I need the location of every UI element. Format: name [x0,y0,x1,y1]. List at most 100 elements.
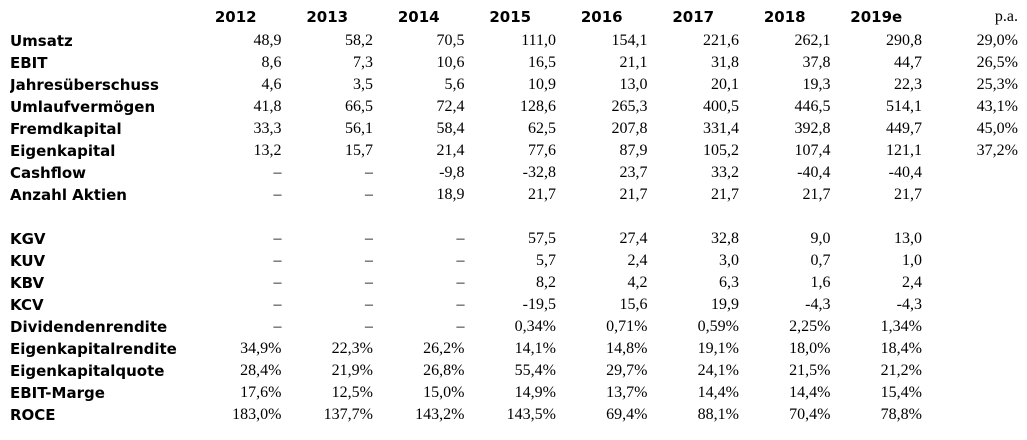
value-cell: 22,3 [894,76,922,93]
value-cell: 88,1% [697,406,739,423]
table-row: KGV – – – 57,5 27,4 32,8 9,0 13,0 [10,228,1018,250]
row-label: EBIT-Marge [10,384,105,402]
pa-value-cell [922,272,1018,294]
value-cell: – [456,318,465,335]
row-label: Dividendenrendite [10,318,168,336]
value-cell: 21,5% [789,362,831,379]
row-label: Fremdkapital [10,120,122,138]
value-cell: 107,4 [794,142,831,159]
pa-value-cell: 25,3% [976,76,1018,93]
value-cell: 137,7% [323,406,373,423]
table-row: Jahresüberschuss 4,6 3,5 5,6 10,9 13,0 20,1 19,… [10,74,1018,96]
pa-value-cell: 29,0% [976,32,1018,49]
pa-value-cell [922,316,1018,338]
value-cell: 70,4% [789,406,831,423]
value-cell: 13,7% [606,384,648,401]
value-cell: -32,8 [522,164,556,181]
year-column-header: 2016 [580,8,623,26]
value-cell: 2,25% [789,318,831,335]
spacer-row [10,206,1018,228]
table-row: KCV – – – -19,5 15,6 19,9 -4,3 -4,3 [10,294,1018,316]
value-cell: 31,8 [711,54,739,71]
pa-value-cell: 37,2% [976,142,1018,159]
table-row: Dividendenrendite – – – 0,34% 0,71% 0,59% 2,25%… [10,316,1018,338]
value-cell: – [273,274,282,291]
value-cell: 18,9 [436,186,465,203]
value-cell: 21,2% [880,362,922,379]
table-row: Eigenkapitalrendite 34,9% 22,3% 26,2% 14,1% 1… [10,338,1018,360]
value-cell: 514,1 [886,98,922,115]
value-cell: 19,3 [802,76,831,93]
table-row: EBIT-Marge 17,6% 12,5% 15,0% 14,9% 13,7% 14,4%… [10,382,1018,404]
value-cell: 449,7 [886,120,922,137]
table-row: Eigenkapital 13,2 15,7 21,4 77,6 87,9 105,2 107… [10,140,1018,162]
value-cell: 14,9% [514,384,556,401]
value-cell: 105,2 [703,142,739,159]
value-cell: 14,8% [606,340,648,357]
value-cell: -4,3 [805,296,831,313]
year-column-header: 2017 [672,8,715,26]
pa-value-cell [922,360,1018,382]
value-cell: – [365,274,373,291]
value-cell: 28,4% [240,362,282,379]
value-cell: – [365,318,373,335]
value-cell: 10,9 [528,76,556,93]
value-cell: 143,2% [415,406,465,423]
year-column-header: 2013 [306,8,349,26]
table-row: Umsatz 48,9 58,2 70,5 111,0 154,1 221,6 262,1 29… [10,30,1018,52]
value-cell: 3,0 [719,252,739,269]
pa-value-cell: 26,5% [976,54,1018,71]
value-cell: 290,8 [886,32,922,49]
pa-value-cell [922,162,1018,184]
value-cell: 24,1% [697,362,739,379]
value-cell: 183,0% [232,406,282,423]
value-cell: -4,3 [896,296,922,313]
value-cell: 0,71% [606,318,648,335]
value-cell: 21,7 [711,186,739,203]
value-cell: 87,9 [619,142,648,159]
value-cell: 4,6 [261,76,282,93]
row-label: KGV [10,230,46,248]
value-cell: 66,5 [345,98,373,115]
value-cell: 5,7 [536,252,556,269]
value-cell: 32,8 [711,230,739,247]
table-header-row: 2012 2013 2014 2015 2016 2017 2018 2019e p.a. [10,4,1018,30]
value-cell: 14,1% [514,340,556,357]
value-cell: 29,7% [606,362,648,379]
value-cell: 143,5% [506,406,556,423]
value-cell: 26,2% [423,340,465,357]
pa-value-cell [922,228,1018,250]
value-cell: 121,1 [886,142,922,159]
value-cell: – [273,318,282,335]
value-cell: – [365,186,373,203]
value-cell: 262,1 [794,32,831,49]
value-cell: 70,5 [436,32,465,49]
value-cell: 4,2 [627,274,648,291]
value-cell: -9,8 [439,164,465,181]
value-cell: 0,34% [514,318,556,335]
row-label: ROCE [10,406,56,424]
value-cell: 19,1% [697,340,739,357]
value-cell: 400,5 [703,98,739,115]
row-label: Eigenkapitalrendite [10,340,177,358]
row-label: EBIT [10,54,48,72]
value-cell: 55,4% [514,362,556,379]
value-cell: 15,0% [423,384,465,401]
table-row: Anzahl Aktien – – 18,9 21,7 21,7 21,7 21,7 21,7 [10,184,1018,206]
row-label: KCV [10,296,44,314]
table-row: KUV – – – 5,7 2,4 3,0 0,7 1,0 [10,250,1018,272]
value-cell: 44,7 [894,54,922,71]
value-cell: 15,6 [619,296,648,313]
table-row: ROCE 183,0% 137,7% 143,2% 143,5% 69,4% 88,1% 70… [10,404,1018,426]
value-cell: 12,5% [331,384,373,401]
value-cell: 0,59% [697,318,739,335]
value-cell: – [273,252,282,269]
table-row: KBV – – – 8,2 4,2 6,3 1,6 2,4 [10,272,1018,294]
value-cell: – [365,230,373,247]
value-cell: 21,7 [528,186,556,203]
value-cell: 20,1 [711,76,739,93]
value-cell: 111,0 [521,32,556,49]
value-cell: 62,5 [528,120,556,137]
value-cell: 15,7 [345,142,373,159]
